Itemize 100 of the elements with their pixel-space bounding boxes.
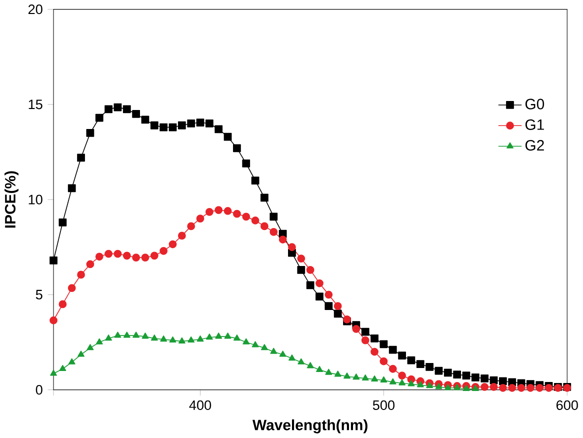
point (434, 366, 443, 375)
point (160, 336, 168, 342)
point (95, 252, 104, 261)
point (68, 358, 76, 364)
point (324, 290, 333, 299)
point (251, 176, 260, 185)
y-tick-label: 15 (28, 100, 42, 110)
point (224, 332, 232, 339)
point (160, 247, 168, 255)
point (168, 123, 177, 132)
point (187, 222, 196, 230)
point (508, 384, 516, 392)
point (142, 332, 149, 339)
point (58, 218, 67, 226)
point (50, 370, 57, 376)
point (160, 123, 168, 132)
point (517, 384, 526, 392)
point (77, 270, 85, 279)
point (306, 266, 314, 274)
point (444, 368, 452, 377)
point (453, 370, 462, 379)
point (389, 378, 396, 384)
point (132, 332, 140, 338)
point (141, 116, 150, 124)
point (536, 384, 544, 392)
point (380, 376, 388, 383)
point (188, 336, 195, 343)
y-axis-title: IPCE(%) (4, 171, 18, 228)
point (316, 366, 323, 372)
point (214, 206, 223, 214)
point (380, 340, 388, 348)
legend-label: G1 (525, 119, 544, 130)
point (270, 212, 278, 221)
point (435, 383, 442, 390)
point (178, 232, 186, 240)
point (196, 336, 204, 342)
point (361, 328, 370, 336)
legend-label: G0 (525, 98, 544, 110)
point (58, 300, 67, 308)
point (490, 383, 498, 391)
point (306, 362, 314, 368)
point (233, 144, 241, 152)
point (78, 350, 84, 357)
point (132, 110, 140, 118)
point (123, 332, 130, 338)
point (169, 336, 176, 343)
point (242, 338, 250, 344)
point (462, 384, 470, 392)
y-tick-label: 10 (28, 194, 42, 204)
point (426, 363, 434, 371)
point (242, 212, 250, 221)
point (252, 341, 259, 348)
point (96, 338, 103, 344)
point (150, 334, 158, 341)
point (214, 125, 223, 134)
point (316, 292, 324, 301)
y-tick-label: 5 (36, 290, 42, 300)
point (168, 240, 177, 248)
point (380, 357, 388, 366)
point (196, 214, 204, 223)
point (288, 354, 296, 361)
point (498, 377, 507, 386)
point (361, 336, 370, 344)
point (260, 344, 268, 350)
point (224, 132, 232, 141)
point (471, 374, 480, 382)
point (526, 384, 534, 392)
point (196, 118, 204, 127)
point (278, 236, 287, 244)
point (77, 154, 85, 162)
point (288, 243, 296, 252)
x-axis-title: Wavelength(nm) (252, 419, 368, 434)
point (233, 334, 240, 341)
x-tick-label: 500 (372, 400, 394, 410)
point (150, 252, 158, 260)
point (480, 374, 489, 382)
point (187, 120, 196, 128)
point (352, 374, 360, 380)
point (205, 120, 214, 128)
y-tick-label: 0 (36, 385, 42, 395)
point (68, 184, 76, 192)
x-tick-label: 400 (189, 400, 212, 410)
point (388, 364, 397, 373)
point (324, 302, 333, 310)
point (86, 344, 94, 350)
point (215, 332, 222, 339)
point (298, 358, 305, 364)
point (370, 334, 378, 342)
point (114, 250, 122, 258)
point (371, 375, 378, 382)
point (398, 352, 406, 360)
point (270, 348, 278, 354)
point (260, 194, 268, 202)
point (297, 254, 306, 263)
point (114, 103, 122, 112)
point (407, 356, 416, 364)
point (325, 368, 332, 375)
point (178, 337, 186, 344)
point (270, 228, 278, 236)
point (122, 252, 131, 260)
